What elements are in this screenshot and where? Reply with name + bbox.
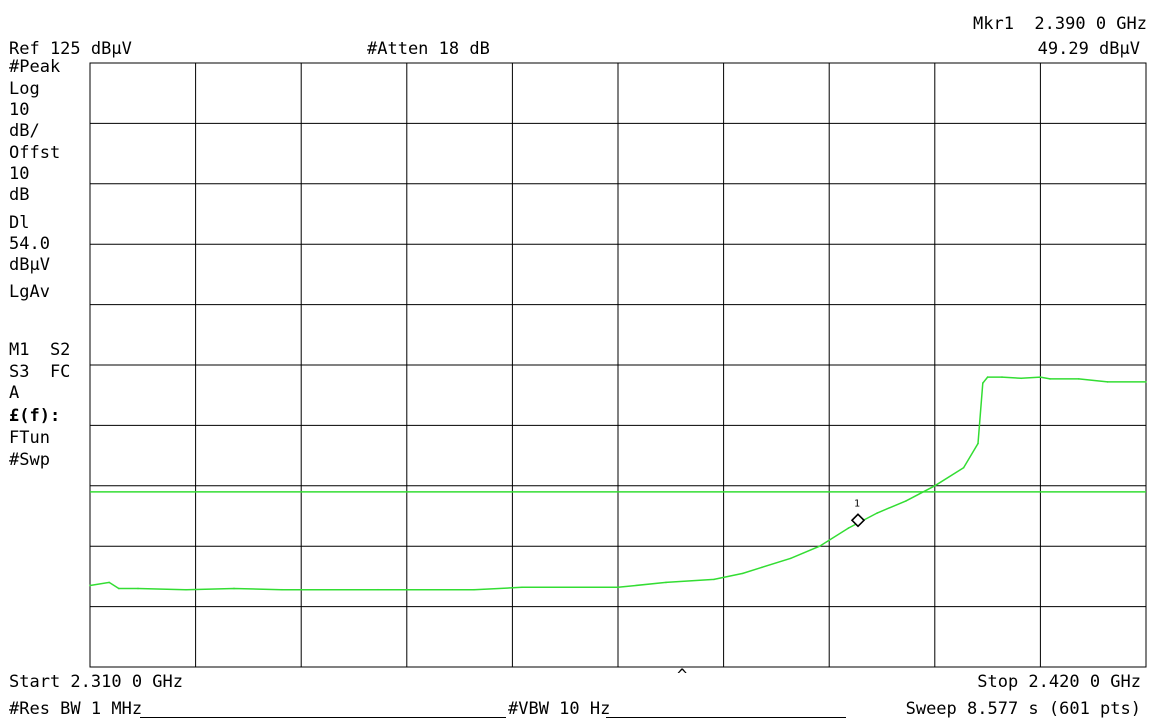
resolution-bandwidth: #Res BW 1 MHz	[9, 699, 143, 719]
trace-points	[89, 376, 1147, 591]
offset-label: Offst	[9, 143, 61, 163]
center-caret: ^	[677, 666, 688, 686]
display-line-label: Dl	[9, 213, 30, 233]
offset-value: 10	[9, 164, 30, 184]
trace-status-2: S3 FC	[9, 362, 71, 382]
trace-point	[790, 557, 792, 560]
trace-status-1: M1 S2	[9, 340, 71, 360]
trace-point	[137, 587, 139, 590]
trace-point	[473, 588, 475, 591]
scale-log: Log	[9, 79, 40, 99]
trace-point	[934, 485, 936, 487]
trace-point	[233, 587, 235, 590]
ref-level: Ref 125 dBµV	[9, 39, 132, 59]
trace-point	[1078, 378, 1080, 380]
attenuation: #Atten 18 dB	[367, 39, 490, 59]
marker-diamond	[850, 513, 866, 528]
trace-point	[1106, 381, 1109, 383]
trace-point	[1049, 378, 1051, 380]
top-strip	[0, 0, 1153, 4]
trace-point	[89, 584, 91, 587]
trace-point	[761, 566, 763, 569]
sweep-mode: #Swp	[9, 450, 50, 470]
trace-point	[521, 586, 523, 589]
trace-point	[876, 512, 878, 514]
average-mode: LgAv	[9, 282, 50, 302]
display-line-value: 54.0	[9, 234, 50, 254]
graticule	[90, 63, 1146, 667]
stop-frequency: Stop 2.420 0 GHz	[977, 672, 1141, 692]
offset-unit: dB	[9, 185, 30, 205]
trace-point	[185, 588, 187, 591]
trace-point	[986, 376, 989, 378]
trace-point	[962, 466, 965, 469]
display-line-unit: dBµV	[9, 255, 50, 275]
trace-line	[89, 376, 1146, 591]
marker-frequency: Mkr1 2.390 0 GHz	[973, 14, 1147, 34]
sweep-time: Sweep 8.577 s (601 pts)	[905, 699, 1141, 719]
trace-point	[1145, 381, 1147, 383]
trace-point	[665, 581, 667, 584]
trace-point	[118, 587, 120, 590]
trace-point	[977, 442, 979, 445]
trace-point	[281, 588, 283, 591]
trace-point	[742, 572, 744, 575]
trace-point	[617, 586, 619, 589]
footer-rule-1	[140, 717, 506, 718]
trace-point	[982, 382, 984, 384]
marker-amplitude: 49.29 dBµV	[1037, 39, 1140, 59]
start-frequency: Start 2.310 0 GHz	[9, 672, 183, 692]
marker-label: 1	[854, 498, 860, 509]
scale-unit: dB/	[9, 121, 40, 141]
function-ftun: FTun	[9, 428, 50, 448]
function-label: £(f):	[9, 406, 61, 426]
trace-point	[713, 578, 715, 581]
trace-point	[377, 588, 379, 591]
scale-value: 10	[9, 100, 30, 120]
trace-point	[847, 527, 850, 529]
trace-status-3: A	[9, 383, 20, 403]
trace-point	[1039, 376, 1042, 378]
trace-point	[818, 545, 821, 547]
detector-peak: #Peak	[9, 57, 61, 77]
trace-point	[905, 500, 907, 502]
video-bandwidth: #VBW 10 Hz	[508, 699, 611, 719]
trace-point	[1001, 376, 1003, 378]
trace-point	[108, 581, 110, 584]
footer-rule-2	[606, 717, 846, 718]
trace-point	[1020, 377, 1022, 380]
